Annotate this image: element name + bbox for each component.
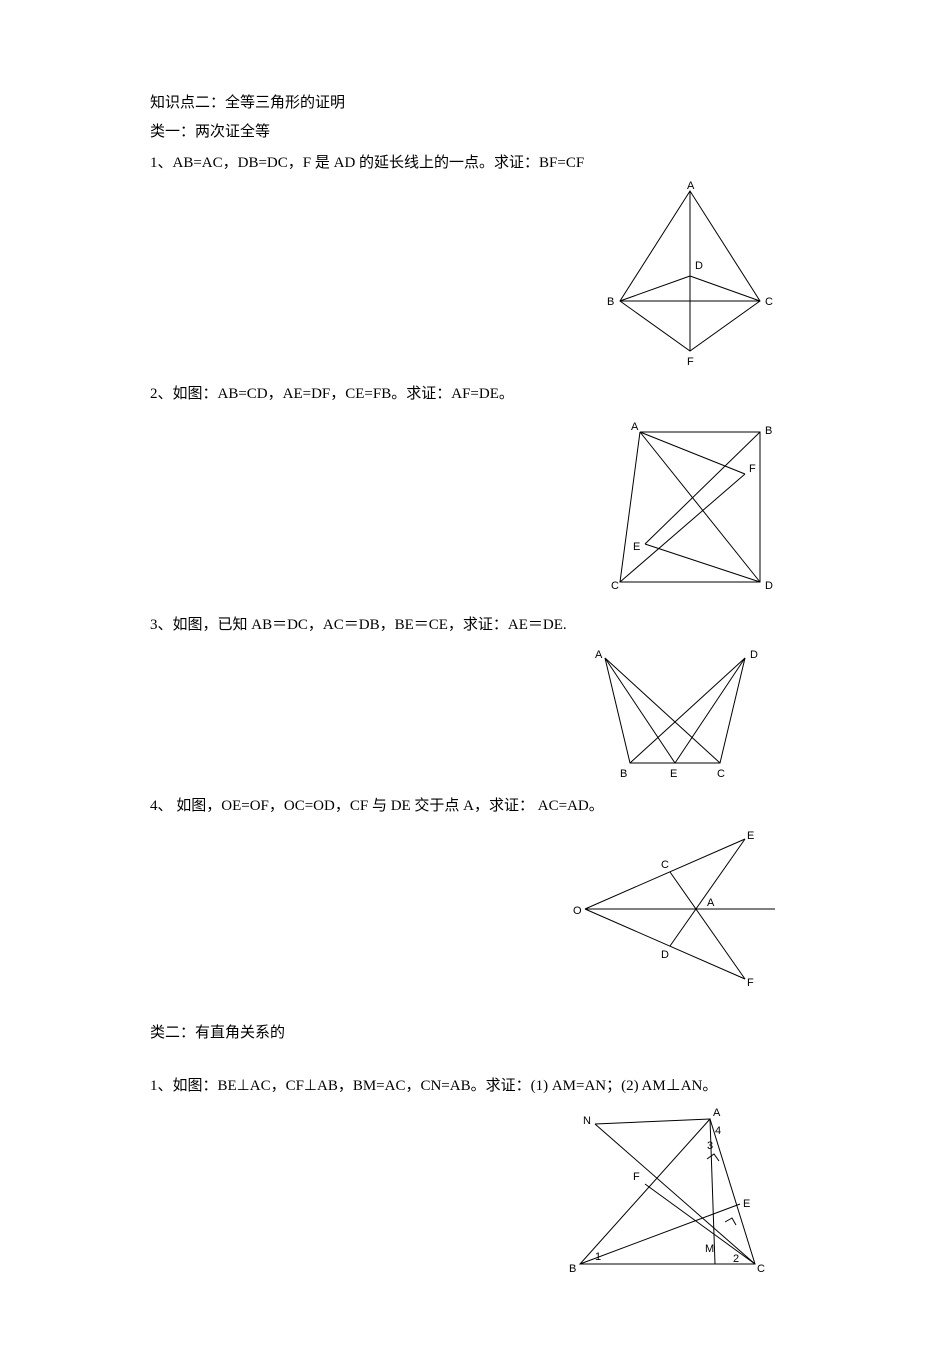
category2-title: 类二：有直角关系的 xyxy=(150,1020,815,1047)
category1-title: 类一：两次证全等 xyxy=(150,119,815,146)
diagram-2-1: A B C N F E M 1 2 3 4 xyxy=(555,1104,785,1279)
svg-text:F: F xyxy=(687,356,694,368)
diagram-1-1: A B C D F xyxy=(595,181,785,371)
svg-text:3: 3 xyxy=(707,1140,713,1152)
problem-1-2: 2、如图：AB=CD，AE=DF，CE=FB。求证：AF=DE。 xyxy=(150,381,815,408)
svg-text:D: D xyxy=(750,649,758,661)
svg-text:C: C xyxy=(661,859,669,871)
svg-text:D: D xyxy=(661,949,669,961)
svg-text:2: 2 xyxy=(733,1253,739,1265)
svg-text:4: 4 xyxy=(715,1125,721,1137)
svg-text:F: F xyxy=(749,463,756,475)
svg-text:A: A xyxy=(713,1107,721,1119)
svg-text:C: C xyxy=(765,296,773,308)
svg-text:D: D xyxy=(695,260,703,272)
svg-text:E: E xyxy=(747,830,754,842)
problem-2-1: 1、如图：BE⊥AC，CF⊥AB，BM=AC，CN=AB。求证：(1) AM=A… xyxy=(150,1073,815,1100)
problem-1-3: 3、如图，已知 AB＝DC，AC＝DB，BE＝CE，求证：AE＝DE. xyxy=(150,612,815,639)
svg-text:C: C xyxy=(717,768,725,780)
problem-1-4: 4、 如图，OE=OF，OC=OD，CF 与 DE 交于点 A，求证： AC=A… xyxy=(150,793,815,820)
svg-text:C: C xyxy=(757,1263,765,1275)
svg-text:A: A xyxy=(707,897,715,909)
section-heading: 知识点二：全等三角形的证明 xyxy=(150,90,815,117)
diagram-1-2: A B C D E F xyxy=(585,412,785,602)
svg-text:O: O xyxy=(573,905,582,917)
svg-text:C: C xyxy=(611,580,619,592)
svg-text:E: E xyxy=(670,768,677,780)
svg-text:E: E xyxy=(633,541,640,553)
diagram-1-3: A D B C E xyxy=(565,643,785,783)
svg-text:E: E xyxy=(743,1198,750,1210)
svg-text:N: N xyxy=(583,1115,591,1127)
svg-text:B: B xyxy=(765,425,772,437)
svg-text:F: F xyxy=(633,1171,640,1183)
svg-text:A: A xyxy=(631,421,639,433)
svg-text:B: B xyxy=(620,768,627,780)
svg-text:B: B xyxy=(607,296,614,308)
diagram-1-4: O E F C D A xyxy=(565,824,785,994)
svg-text:A: A xyxy=(595,649,603,661)
problem-1-1: 1、AB=AC，DB=DC，F 是 AD 的延长线上的一点。求证：BF=CF xyxy=(150,150,815,177)
svg-text:A: A xyxy=(687,181,695,192)
svg-text:M: M xyxy=(705,1243,714,1255)
svg-text:B: B xyxy=(569,1263,576,1275)
svg-text:1: 1 xyxy=(595,1251,601,1263)
svg-text:F: F xyxy=(747,977,754,989)
svg-text:D: D xyxy=(765,580,773,592)
